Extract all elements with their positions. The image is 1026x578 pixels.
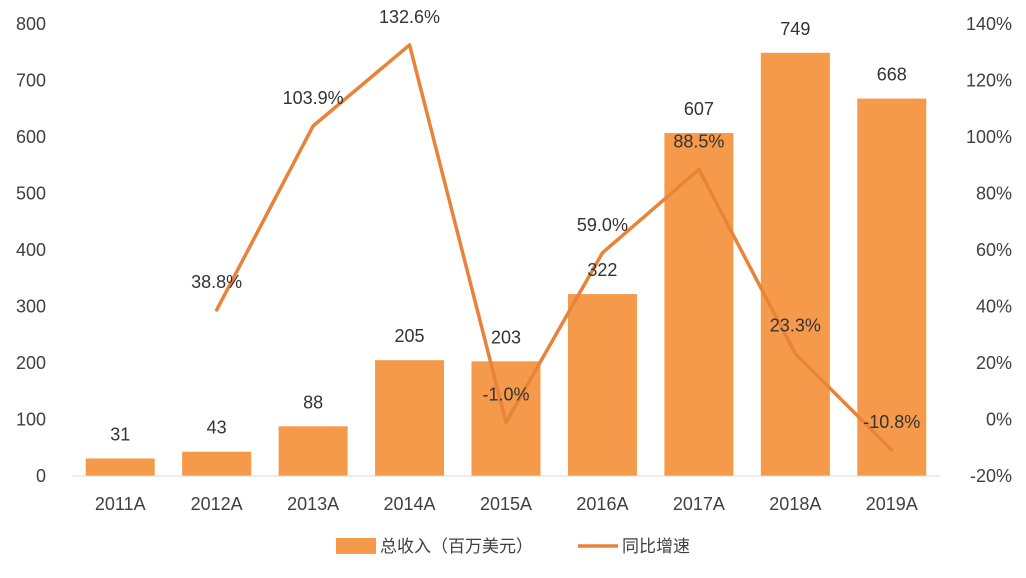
- growth-line-group: [214, 43, 894, 452]
- growth-rate-point: [890, 448, 894, 452]
- x-tick-label: 2011A: [95, 494, 146, 514]
- growth-rate-point: [408, 43, 412, 47]
- growth-data-label: 88.5%: [673, 131, 724, 151]
- x-axis: 2011A 2012A 2013A 2014A 2015A 2016A 2017A 2018A…: [95, 494, 918, 514]
- growth-rate-point: [504, 420, 508, 424]
- revenue-data-label: 43: [207, 418, 227, 438]
- left-tick-label: 600: [16, 127, 46, 147]
- legend-bar-swatch: [336, 538, 376, 554]
- growth-rate-point: [793, 352, 797, 356]
- left-tick-label: 200: [16, 353, 46, 373]
- revenue-bar: [760, 52, 830, 476]
- x-tick-label: 2013A: [287, 494, 339, 514]
- x-tick-label: 2015A: [480, 494, 532, 514]
- revenue-bar: [375, 360, 445, 476]
- left-tick-label: 700: [16, 71, 46, 91]
- revenue-data-label: 88: [303, 392, 323, 412]
- right-tick-label: 0%: [986, 410, 1012, 430]
- legend-line-label: 同比增速: [622, 537, 690, 557]
- right-tick-label: 100%: [966, 127, 1012, 147]
- growth-data-label: 132.6%: [379, 7, 440, 27]
- right-tick-label: 20%: [976, 353, 1012, 373]
- left-tick-label: 0: [36, 466, 46, 486]
- revenue-data-label: 749: [780, 19, 810, 39]
- revenue-bar: [567, 294, 637, 476]
- left-tick-label: 100: [16, 410, 46, 430]
- right-y-axis: -20% 0% 20% 40% 60% 80% 100% 120% 140%: [966, 14, 1012, 486]
- right-tick-label: 140%: [966, 14, 1012, 34]
- bar-data-labels: 31 43 88 205 203 322 607 749 668: [110, 19, 907, 445]
- revenue-bar: [85, 458, 155, 476]
- revenue-data-label: 203: [491, 327, 521, 347]
- right-tick-label: 60%: [976, 240, 1012, 260]
- revenue-data-label: 668: [877, 65, 907, 85]
- right-tick-label: 40%: [976, 297, 1012, 317]
- growth-rate-point: [697, 167, 701, 171]
- growth-data-label: 38.8%: [191, 272, 242, 292]
- x-tick-label: 2018A: [769, 494, 821, 514]
- growth-rate-point: [215, 308, 219, 312]
- revenue-data-label: 322: [587, 260, 617, 280]
- growth-rate-line: [214, 43, 894, 452]
- x-tick-label: 2019A: [866, 494, 918, 514]
- line-data-labels: 38.8% 103.9% 132.6% -1.0% 59.0% 88.5% 23.3% -10…: [191, 7, 920, 432]
- growth-data-label: -10.8%: [863, 412, 920, 432]
- growth-rate-point: [600, 251, 604, 255]
- revenue-bar: [664, 133, 734, 477]
- x-tick-label: 2012A: [191, 494, 243, 514]
- right-tick-label: 120%: [966, 71, 1012, 91]
- growth-data-label: 59.0%: [577, 215, 628, 235]
- legend: 总收入（百万美元） 同比增速: [336, 537, 690, 557]
- revenue-data-label: 205: [395, 326, 425, 346]
- growth-rate-point: [311, 124, 315, 128]
- x-tick-label: 2016A: [576, 494, 628, 514]
- left-tick-label: 500: [16, 184, 46, 204]
- left-tick-label: 300: [16, 297, 46, 317]
- left-y-axis: 0 100 200 300 400 500 600 700 800: [16, 14, 46, 486]
- revenue-data-label: 31: [110, 424, 130, 444]
- revenue-bar: [857, 98, 927, 476]
- x-tick-label: 2017A: [673, 494, 725, 514]
- x-tick-label: 2014A: [384, 494, 436, 514]
- left-tick-label: 800: [16, 14, 46, 34]
- right-tick-label: -20%: [970, 466, 1012, 486]
- revenue-data-label: 607: [684, 99, 714, 119]
- growth-data-label: 23.3%: [770, 316, 821, 336]
- revenue-bar: [182, 451, 252, 476]
- revenue-bars: [85, 52, 927, 477]
- left-tick-label: 400: [16, 240, 46, 260]
- growth-data-label: -1.0%: [482, 384, 529, 404]
- growth-data-label: 103.9%: [283, 88, 344, 108]
- revenue-bar: [278, 426, 348, 476]
- right-tick-label: 80%: [976, 184, 1012, 204]
- legend-bar-label: 总收入（百万美元）: [380, 537, 533, 557]
